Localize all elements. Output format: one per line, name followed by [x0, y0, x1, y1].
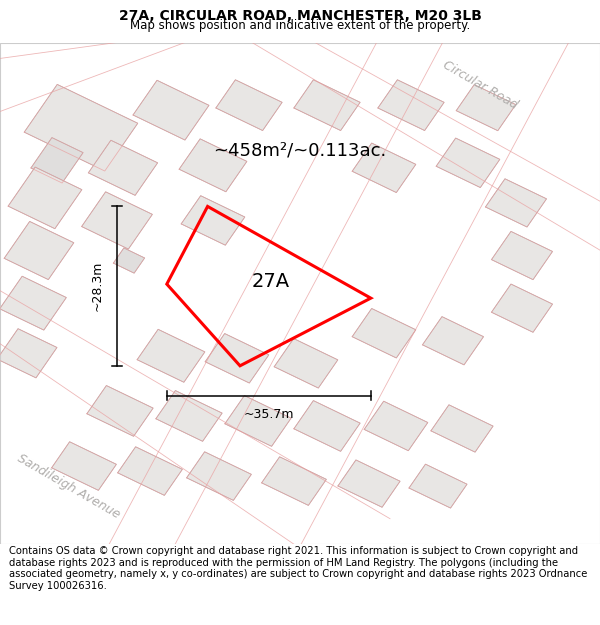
Polygon shape	[409, 464, 467, 508]
Polygon shape	[378, 80, 444, 131]
Polygon shape	[294, 401, 360, 451]
Polygon shape	[364, 401, 428, 451]
Polygon shape	[31, 138, 83, 183]
Polygon shape	[24, 84, 138, 171]
Text: Sandileigh Avenue: Sandileigh Avenue	[16, 451, 122, 521]
Text: ~458m²/~0.113ac.: ~458m²/~0.113ac.	[214, 141, 386, 159]
Polygon shape	[118, 447, 182, 496]
Polygon shape	[88, 140, 158, 196]
Polygon shape	[137, 329, 205, 382]
Polygon shape	[422, 317, 484, 365]
Polygon shape	[338, 460, 400, 508]
Polygon shape	[431, 405, 493, 452]
Text: 27A, CIRCULAR ROAD, MANCHESTER, M20 3LB: 27A, CIRCULAR ROAD, MANCHESTER, M20 3LB	[119, 9, 481, 22]
Polygon shape	[294, 80, 360, 131]
Text: Circular Road: Circular Road	[440, 59, 520, 112]
Polygon shape	[187, 452, 251, 501]
Polygon shape	[491, 284, 553, 332]
Polygon shape	[52, 442, 116, 491]
Polygon shape	[436, 138, 500, 188]
Polygon shape	[216, 80, 282, 131]
Polygon shape	[87, 386, 153, 436]
Polygon shape	[225, 396, 291, 446]
Polygon shape	[133, 80, 209, 140]
Text: Map shows position and indicative extent of the property.: Map shows position and indicative extent…	[130, 19, 470, 32]
Polygon shape	[156, 391, 222, 441]
Text: ~35.7m: ~35.7m	[244, 408, 294, 421]
Polygon shape	[456, 84, 516, 131]
Text: Contains OS data © Crown copyright and database right 2021. This information is : Contains OS data © Crown copyright and d…	[9, 546, 587, 591]
Polygon shape	[352, 143, 416, 192]
Polygon shape	[205, 334, 269, 383]
Polygon shape	[352, 309, 416, 358]
Polygon shape	[181, 196, 245, 245]
Polygon shape	[4, 221, 74, 279]
Polygon shape	[0, 276, 67, 330]
Polygon shape	[485, 179, 547, 227]
Polygon shape	[274, 339, 338, 388]
Polygon shape	[82, 192, 152, 249]
Polygon shape	[262, 457, 326, 506]
Text: 27A: 27A	[251, 272, 289, 291]
Polygon shape	[491, 231, 553, 279]
Polygon shape	[179, 139, 247, 192]
Polygon shape	[113, 248, 145, 273]
Polygon shape	[0, 329, 57, 378]
Polygon shape	[8, 167, 82, 229]
Text: ~28.3m: ~28.3m	[91, 261, 104, 311]
